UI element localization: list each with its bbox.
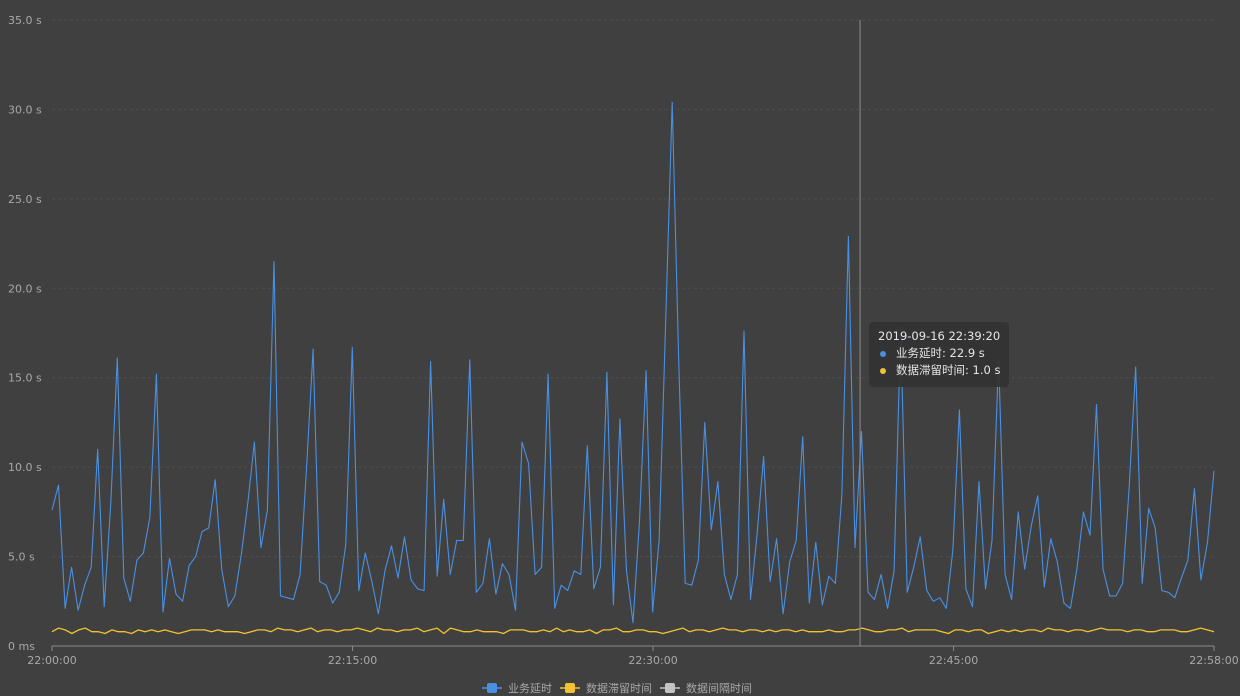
y-tick-label: 25.0 s <box>8 193 42 206</box>
legend-label: 数据间隔时间 <box>686 681 752 695</box>
legend[interactable]: 业务延时 数据滞留时间 数据间隔时间 <box>482 681 752 695</box>
legend-item-1[interactable]: 数据滞留时间 <box>560 681 652 695</box>
y-tick-label: 15.0 s <box>8 372 42 385</box>
tooltip-row-label: 数据滞留时间: 1.0 s <box>896 363 1001 377</box>
y-tick-label: 5.0 s <box>8 551 35 564</box>
legend-item-2[interactable]: 数据间隔时间 <box>660 681 752 695</box>
y-tick-label: 35.0 s <box>8 14 42 27</box>
grid-lines <box>52 19 1214 647</box>
y-axis-ticks: 0 ms 5.0 s 10.0 s 15.0 s 20.0 s 25.0 s 30.0 s 3… <box>8 14 42 653</box>
y-tick-label: 30.0 s <box>8 103 42 116</box>
series-dot-icon <box>880 367 886 374</box>
x-tick-label: 22:15:00 <box>328 654 377 667</box>
x-tick-label: 22:30:00 <box>628 654 677 667</box>
x-tick-label: 22:00:00 <box>27 654 76 667</box>
series-lines <box>51 101 1215 635</box>
x-tick-label: 22:58:00 <box>1189 654 1238 667</box>
tooltip-row-latency: 业务延时: 22.9 s <box>878 345 1000 362</box>
legend-swatch-icon <box>665 683 675 693</box>
tooltip: 2019-09-16 22:39:20 业务延时: 22.9 s 数据滞留时间:… <box>869 322 1010 387</box>
tooltip-row-label: 业务延时: 22.9 s <box>896 346 985 360</box>
tooltip-row-retention: 数据滞留时间: 1.0 s <box>878 362 1000 379</box>
legend-label: 数据滞留时间 <box>586 681 652 695</box>
legend-item-0[interactable]: 业务延时 <box>482 682 552 695</box>
x-axis-ticks: 22:00:00 22:15:00 22:30:00 22:45:00 22:58:00 <box>27 646 1239 667</box>
y-tick-label: 0 ms <box>8 640 35 653</box>
legend-label: 业务延时 <box>508 682 552 695</box>
legend-swatch-icon <box>487 683 497 693</box>
legend-swatch-icon <box>565 683 575 693</box>
series-line-0 <box>51 101 1215 624</box>
tooltip-time: 2019-09-16 22:39:20 <box>878 329 1001 343</box>
x-tick-label: 22:45:00 <box>929 654 978 667</box>
series-line-1 <box>51 627 1215 635</box>
y-tick-label: 10.0 s <box>8 461 42 474</box>
y-tick-label: 20.0 s <box>8 282 42 295</box>
series-dot-icon <box>880 350 886 357</box>
